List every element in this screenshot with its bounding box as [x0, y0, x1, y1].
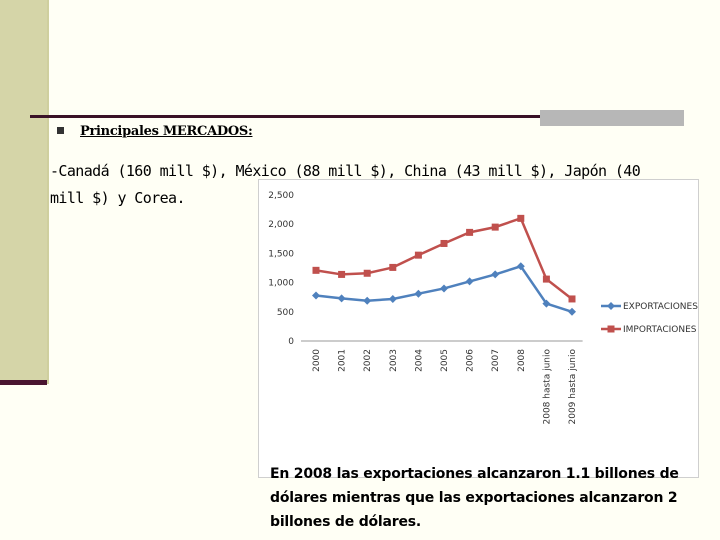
x-tick-label: 2000: [312, 349, 322, 372]
data-point: [568, 295, 576, 303]
y-tick-label: 2,500: [268, 191, 294, 201]
y-tick-label: 500: [277, 308, 294, 318]
data-point: [363, 296, 372, 305]
x-tick-label: 2007: [491, 349, 501, 372]
data-point: [414, 289, 423, 298]
side-accent-bar: [0, 0, 49, 384]
data-point: [312, 266, 320, 274]
chart-caption: En 2008 las exportaciones alcanzaron 1.1…: [270, 466, 679, 530]
y-tick-label: 0: [288, 337, 294, 347]
data-point: [338, 270, 346, 278]
legend-marker: [607, 302, 615, 310]
data-point: [465, 277, 474, 286]
chart-panel: 0 500 1,000 1,500 2,000 2,500 2000 2001 2002 2003…: [258, 179, 699, 478]
x-tick-label: 2005: [440, 349, 450, 372]
title-rule: [30, 115, 684, 118]
data-point: [388, 294, 397, 303]
x-tick-label: 2008: [517, 349, 527, 372]
x-tick-label: 2006: [466, 349, 476, 372]
title-rule-block: [540, 110, 684, 126]
legend-marker: [607, 325, 615, 333]
x-tick-label: 2008 hasta junio: [542, 349, 552, 425]
x-tick-label: 2001: [338, 349, 348, 372]
side-accent-mark: [0, 380, 47, 385]
data-point: [312, 291, 320, 300]
data-point: [542, 299, 551, 308]
bullet-square-icon: [57, 127, 64, 134]
data-point: [337, 294, 346, 303]
data-point: [389, 263, 397, 271]
data-point: [568, 307, 576, 316]
x-tick-label: 2003: [389, 349, 399, 372]
x-tick-label: 2009 hasta junio: [568, 349, 578, 425]
markets-text: -Canadá (160 mill $), México (88 mill $)…: [50, 162, 641, 207]
legend-label: EXPORTACIONES: [623, 302, 698, 312]
data-point: [466, 228, 474, 236]
data-point: [440, 239, 448, 247]
legend-label: IMPORTACIONES: [623, 325, 697, 335]
x-tick-label: 2002: [363, 349, 373, 372]
y-tick-label: 1,500: [268, 249, 294, 259]
trade-line-chart: 0 500 1,000 1,500 2,000 2,500 2000 2001 2002 2003…: [268, 191, 698, 425]
data-point: [363, 269, 371, 277]
x-tick-label: 2004: [414, 349, 424, 372]
data-point: [516, 262, 525, 271]
data-point: [517, 214, 525, 222]
slide-heading: Principales MERCADOS:: [80, 124, 253, 139]
y-tick-label: 2,000: [268, 220, 294, 230]
y-tick-label: 1,000: [268, 279, 294, 289]
data-point: [542, 275, 550, 283]
data-point: [414, 251, 422, 259]
data-point: [491, 270, 500, 279]
data-point: [491, 223, 499, 231]
data-point: [440, 284, 448, 293]
